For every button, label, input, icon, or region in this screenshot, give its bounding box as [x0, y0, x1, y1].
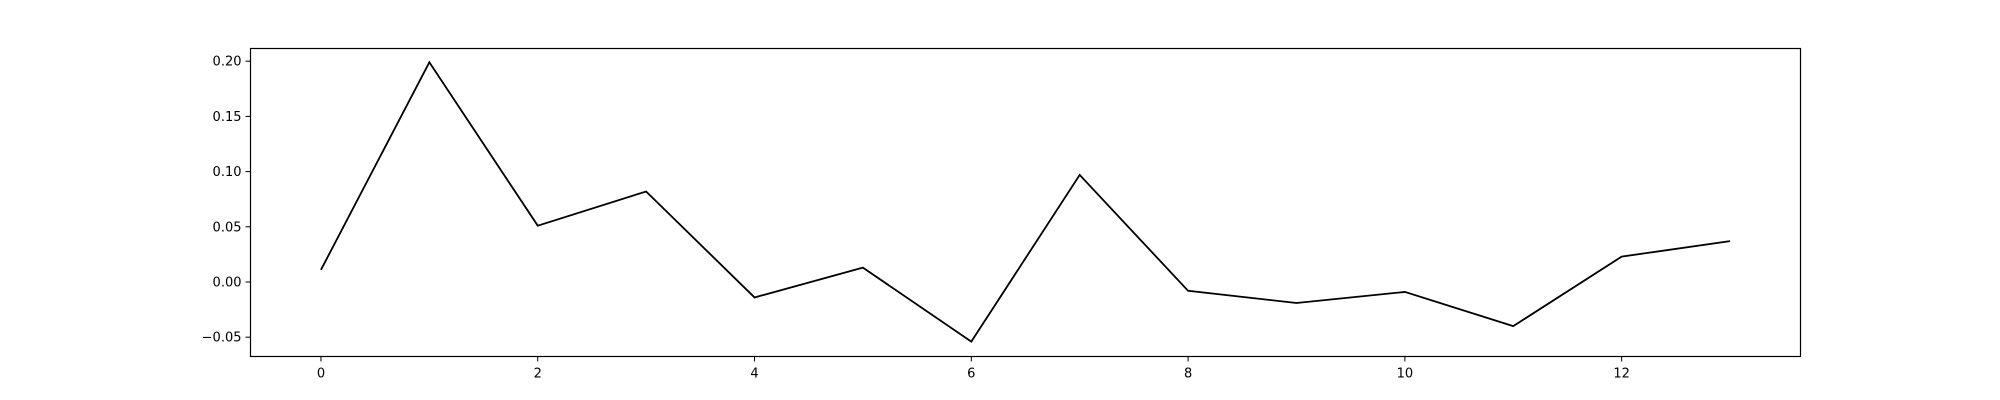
- series-layer: [320, 60, 1731, 343]
- series-line-0: [320, 60, 1731, 343]
- y-tick-label: −0.05: [202, 331, 242, 346]
- y-tick-label: 0.05: [213, 220, 242, 235]
- x-tick-label: 6: [967, 367, 975, 382]
- x-tick-label: 2: [534, 367, 542, 382]
- y-tick-label: 0.10: [213, 165, 242, 180]
- y-tick-label: 0.00: [213, 275, 242, 290]
- tick-layer: 0 2 4 6 8 10 12 −0.05 0.00 0.05 0.10 0.15 0.20: [202, 55, 1630, 382]
- x-tick-label: 8: [1184, 367, 1192, 382]
- y-tick-label: 0.20: [213, 55, 242, 70]
- x-tick-label: 12: [1613, 367, 1630, 382]
- x-tick-label: 0: [317, 367, 325, 382]
- x-tick-label: 4: [750, 367, 758, 382]
- y-tick-label: 0.15: [213, 110, 242, 125]
- plot-frame: [249, 47, 1802, 358]
- x-tick-label: 10: [1397, 367, 1414, 382]
